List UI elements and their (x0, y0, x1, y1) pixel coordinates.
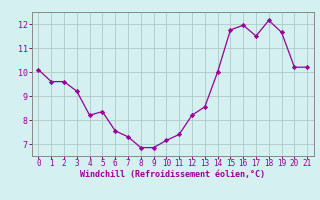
X-axis label: Windchill (Refroidissement éolien,°C): Windchill (Refroidissement éolien,°C) (80, 170, 265, 179)
